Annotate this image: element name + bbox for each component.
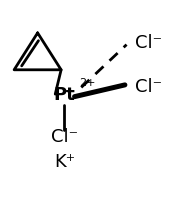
Text: Cl⁻: Cl⁻	[135, 34, 162, 52]
Text: Cl⁻: Cl⁻	[51, 128, 78, 146]
Text: K⁺: K⁺	[54, 153, 75, 171]
Text: Pt: Pt	[54, 86, 75, 104]
Text: Cl⁻: Cl⁻	[135, 78, 162, 96]
Text: 2+: 2+	[80, 78, 96, 88]
